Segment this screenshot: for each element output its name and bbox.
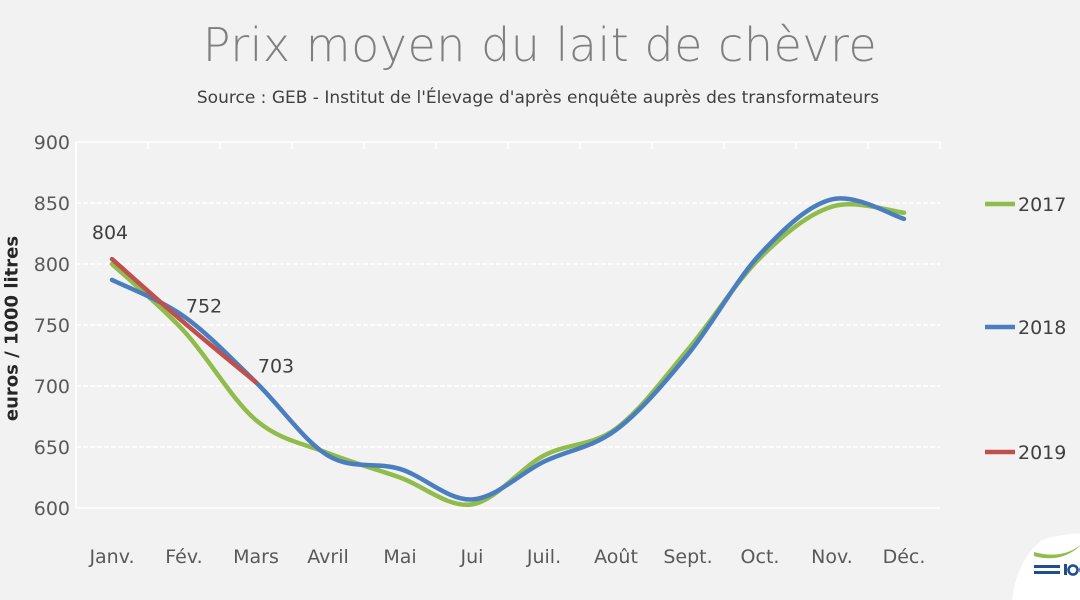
data-label: 703	[258, 355, 294, 377]
series-line-2019	[112, 259, 256, 382]
y-tick-label: 850	[34, 193, 70, 215]
data-label: 752	[186, 296, 222, 318]
y-tick-label: 650	[34, 437, 70, 459]
y-tick-label: 700	[34, 376, 70, 398]
y-tick-label: 750	[34, 315, 70, 337]
x-tick-label: Jui	[460, 546, 484, 568]
x-tick-label: Sept.	[663, 546, 712, 568]
y-tick-label: 900	[34, 132, 70, 154]
idele-logo	[1012, 530, 1080, 600]
x-tick-label: Mai	[383, 546, 416, 568]
legend-label-2019: 2019	[1018, 442, 1066, 464]
x-tick-label: Août	[594, 546, 638, 568]
x-tick-label: Nov.	[811, 546, 853, 568]
x-tick-label: Mars	[233, 546, 279, 568]
y-tick-label: 600	[34, 498, 70, 520]
y-tick-label: 800	[34, 254, 70, 276]
x-tick-label: Avril	[307, 546, 349, 568]
series-line-2018	[112, 198, 904, 499]
x-tick-label: Fév.	[165, 546, 202, 568]
x-tick-label: Janv.	[88, 546, 134, 568]
legend-label-2018: 2018	[1018, 317, 1066, 339]
data-label: 804	[92, 222, 128, 244]
legend-label-2017: 2017	[1018, 194, 1066, 216]
x-tick-label: Oct.	[741, 546, 780, 568]
x-tick-label: Déc.	[883, 546, 926, 568]
x-tick-label: Juil.	[526, 546, 561, 568]
